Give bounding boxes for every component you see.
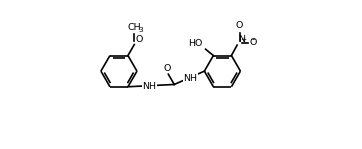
Text: O: O bbox=[236, 21, 243, 30]
Text: 3: 3 bbox=[138, 27, 143, 33]
Text: HO: HO bbox=[188, 39, 203, 48]
Text: NH: NH bbox=[183, 74, 197, 83]
Text: +: + bbox=[240, 37, 246, 43]
Text: O: O bbox=[164, 63, 171, 73]
Text: CH: CH bbox=[127, 23, 141, 32]
Text: O: O bbox=[135, 35, 143, 44]
Text: N: N bbox=[239, 35, 245, 44]
Text: NH: NH bbox=[143, 82, 156, 91]
Text: -: - bbox=[252, 35, 255, 44]
Text: O: O bbox=[249, 38, 257, 47]
